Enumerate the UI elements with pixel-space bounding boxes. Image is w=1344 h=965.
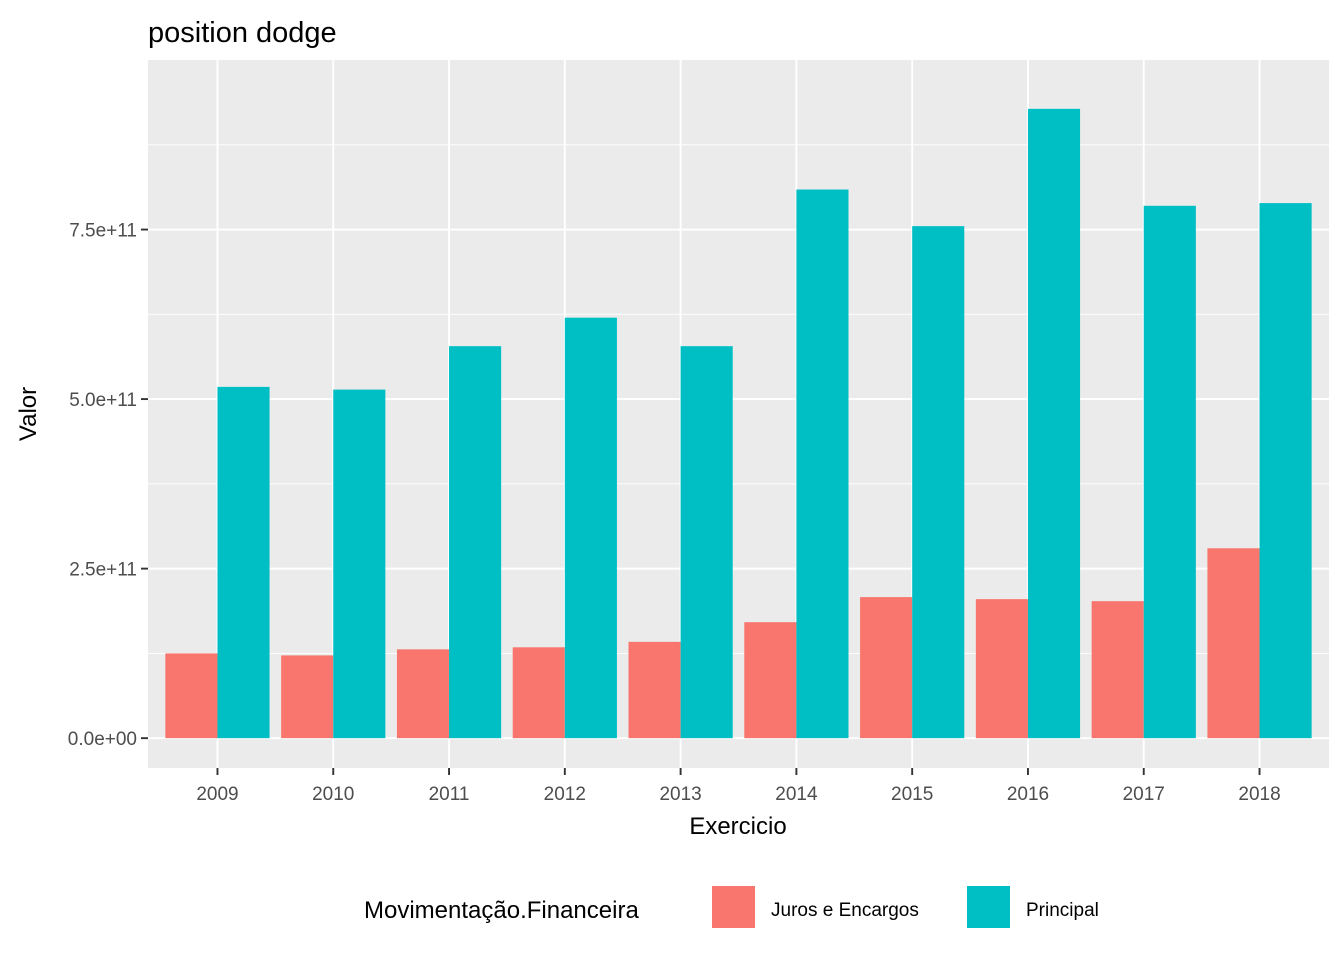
x-tick-label: 2015 [891, 784, 933, 805]
x-axis-title: Exercicio [689, 813, 786, 840]
bar-principal-2017 [1143, 205, 1196, 739]
bar-juros-e-encargos-2013 [628, 641, 681, 739]
y-tick-label: 0.0e+00 [68, 729, 137, 750]
bars-layer [165, 108, 1312, 739]
bar-juros-e-encargos-2011 [396, 649, 450, 739]
y-tick-label: 7.5e+11 [69, 221, 137, 242]
legend-label-juros-e-encargos: Juros e Encargos [771, 900, 919, 921]
bar-principal-2010 [333, 389, 386, 739]
x-tick-label: 2018 [1238, 784, 1280, 805]
bar-principal-2014 [796, 189, 849, 739]
bar-principal-2009 [217, 386, 270, 739]
x-tick-label: 2014 [775, 784, 818, 805]
bar-juros-e-encargos-2012 [512, 647, 565, 739]
x-axis: 2009 2010 2011 2012 2013 2014 2015 2016 2017 2018 [196, 768, 1281, 805]
bar-juros-e-encargos-2010 [281, 655, 334, 739]
x-tick-label: 2017 [1123, 784, 1165, 805]
bar-juros-e-encargos-2017 [1091, 601, 1144, 739]
legend: Movimentação.Financeira Juros e Encargos… [364, 886, 1099, 928]
legend-title: Movimentação.Financeira [364, 897, 639, 924]
bar-principal-2011 [449, 346, 502, 739]
legend-key-principal [967, 886, 1010, 928]
x-tick-label: 2013 [659, 784, 701, 805]
y-axis-title: Valor [15, 387, 42, 441]
bar-juros-e-encargos-2016 [975, 599, 1028, 739]
bar-principal-2012 [564, 317, 617, 739]
x-tick-label: 2010 [312, 784, 354, 805]
chart-title: position dodge [148, 17, 337, 49]
bar-juros-e-encargos-2015 [860, 597, 913, 739]
bar-principal-2013 [680, 346, 733, 739]
bar-juros-e-encargos-2018 [1207, 548, 1260, 739]
bar-juros-e-encargos-2014 [744, 622, 797, 739]
legend-key-juros-e-encargos [712, 886, 755, 928]
bar-principal-2018 [1259, 203, 1312, 739]
bar-principal-2015 [912, 226, 965, 739]
legend-label-principal: Principal [1026, 900, 1099, 921]
bar-principal-2016 [1027, 108, 1081, 739]
y-tick-label: 2.5e+11 [69, 560, 137, 581]
bar-juros-e-encargos-2009 [165, 653, 218, 739]
x-tick-label: 2009 [196, 784, 238, 805]
x-tick-label: 2016 [1007, 784, 1049, 805]
x-tick-label: 2012 [544, 784, 586, 805]
y-tick-label: 5.0e+11 [69, 390, 137, 411]
y-axis: 0.0e+00 2.5e+11 5.0e+11 7.5e+11 [68, 221, 148, 750]
x-tick-label: 2011 [429, 784, 470, 805]
